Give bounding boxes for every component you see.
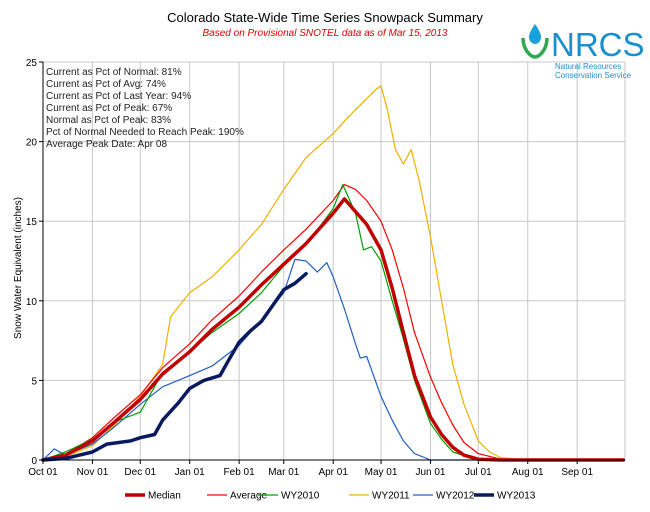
- x-tick-label: Sep 01: [561, 467, 593, 478]
- axes: Oct 01 Nov 01 Dec 01 Jan 01 Feb 01 Mar 01 Apr …: [26, 58, 625, 478]
- x-tick-label: Jan 01: [175, 467, 205, 478]
- x-tick-label: Nov 01: [77, 467, 109, 478]
- series-line-wy2010: [42, 184, 625, 461]
- stat-line: Pct of Normal Needed to Reach Peak: 190%: [46, 127, 244, 138]
- legend-label-median: Median: [148, 491, 181, 502]
- nrcs-logo: NRCS Natural Resources Conservation Serv…: [521, 24, 645, 80]
- y-tick-label: 10: [26, 297, 38, 308]
- chart-subtitle: Based on Provisional SNOTEL data as of M…: [203, 28, 448, 39]
- logo-wordmark: NRCS: [551, 26, 645, 63]
- y-tick-label: 15: [26, 217, 38, 228]
- stat-line: Current as Pct of Avg: 74%: [46, 79, 166, 90]
- x-tick-label: Feb 01: [224, 467, 256, 478]
- x-tick-label: Mar 01: [268, 467, 300, 478]
- legend-label-wy2011: WY2011: [372, 491, 410, 502]
- legend-label-wy2013: WY2013: [497, 491, 536, 502]
- stat-line: Current as Pct of Normal: 81%: [46, 67, 182, 78]
- stat-line: Average Peak Date: Apr 08: [46, 139, 167, 150]
- stat-line: Current as Pct of Peak: 67%: [46, 103, 172, 114]
- x-tick-label: Apr 01: [318, 467, 348, 478]
- x-tick-label: Oct 01: [28, 467, 58, 478]
- y-axis-label: Snow Water Equivalent (inches): [13, 197, 24, 339]
- logo-line-2: Conservation Service: [555, 71, 632, 80]
- series-line-average: [42, 184, 625, 461]
- series-line-wy2011: [42, 85, 625, 461]
- x-tick-label: Jun 01: [415, 467, 445, 478]
- logo-line-1: Natural Resources: [555, 62, 621, 71]
- x-tick-label: May 01: [365, 467, 398, 478]
- y-tick-label: 5: [31, 376, 37, 387]
- legend: Median Average WY2010 WY2011 WY2012 WY2013: [125, 491, 536, 502]
- x-tick-label: Aug 01: [512, 467, 544, 478]
- y-tick-label: 20: [26, 138, 38, 149]
- series-line-wy2013: [41, 271, 308, 462]
- legend-label-wy2010: WY2010: [281, 491, 320, 502]
- series-line-median: [41, 197, 626, 462]
- legend-label-wy2012: WY2012: [436, 491, 475, 502]
- chart-title: Colorado State-Wide Time Series Snowpack…: [167, 10, 483, 25]
- x-tick-label: Jul 01: [465, 467, 492, 478]
- water-drop-icon: [521, 24, 549, 59]
- y-tick-label: 0: [31, 456, 37, 467]
- series-group: [41, 85, 626, 462]
- stat-line: Normal as Pct of Peak: 83%: [46, 115, 171, 126]
- stats-block: Current as Pct of Normal: 81%Current as …: [46, 67, 244, 150]
- x-tick-label: Dec 01: [124, 467, 156, 478]
- legend-label-average: Average: [230, 491, 268, 502]
- y-tick-label: 25: [26, 58, 38, 69]
- stat-line: Current as Pct of Last Year: 94%: [46, 91, 191, 102]
